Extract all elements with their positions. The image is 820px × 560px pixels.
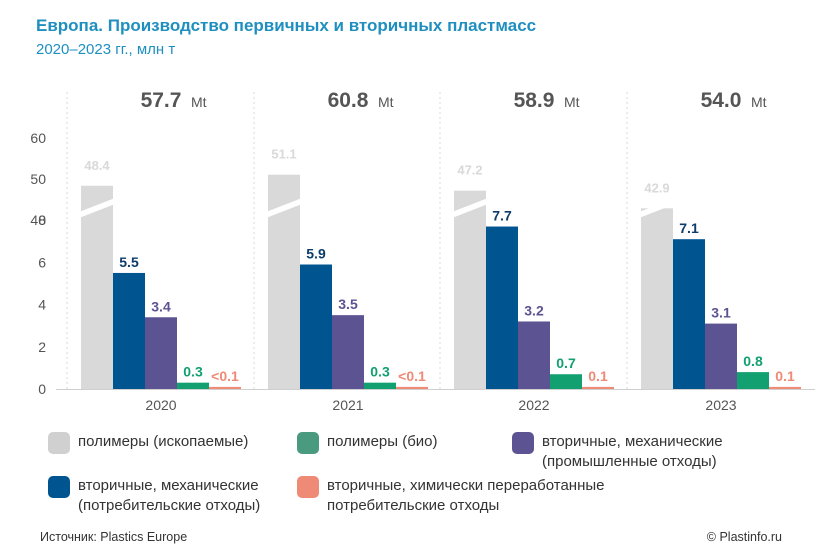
y-tick-label: 0 (38, 381, 46, 397)
data-label-fossil: 51.1 (271, 147, 296, 162)
total-label: 54.0 (701, 89, 742, 112)
total-label: 57.7 (141, 89, 182, 112)
axis-break-mark (639, 198, 675, 218)
data-label-pre-consumer: 3.4 (151, 298, 171, 314)
chart-subtitle: 2020–2023 гг., млн т (36, 41, 176, 58)
legend-swatch-post-consumer (48, 476, 70, 498)
x-tick-label: 2023 (705, 397, 736, 413)
x-tick-label: 2022 (518, 397, 549, 413)
legend-label-bio: полимеры (био) (327, 433, 438, 450)
legend-label-post-consumer: вторичные, механические (потребительские… (78, 477, 261, 514)
legend-item-pre-consumer: вторичные, механические (промышленные от… (512, 432, 723, 472)
y-tick-label: 8 (38, 212, 46, 228)
bar-chemical (582, 386, 614, 389)
data-label-bio: 0.3 (370, 364, 390, 380)
bar-pre-consumer (145, 317, 177, 389)
bar-chart: 0 2 4 6 840 50 60 48.4 5.5 3.4 0.3 <0.1 57.7 Mt 2020 51… (30, 89, 815, 413)
y-tick-label: 50 (30, 171, 46, 187)
total-label: 60.8 (328, 89, 369, 112)
legend: полимеры (ископаемые) полимеры (био) вто… (0, 428, 820, 524)
bar-pre-consumer (705, 323, 737, 389)
data-label-post-consumer: 7.7 (492, 208, 512, 224)
legend-swatch-fossil (48, 432, 70, 454)
y-tick-label: 2 (38, 339, 46, 355)
total-unit-label: Mt (564, 94, 580, 110)
bar-chemical (209, 386, 241, 389)
bar-chemical (396, 386, 428, 389)
bar-bio (550, 374, 582, 389)
data-label-fossil: 47.2 (457, 163, 482, 178)
data-label-chemical: 0.1 (775, 368, 795, 384)
bar-bio (177, 382, 209, 389)
legend-label-fossil: полимеры (ископаемые) (78, 433, 249, 450)
total-unit-label: Mt (191, 94, 207, 110)
data-label-chemical: <0.1 (211, 368, 239, 384)
legend-item-post-consumer: вторичные, механические (потребительские… (48, 476, 260, 516)
bar-post-consumer (673, 239, 705, 389)
bar-pre-consumer (332, 315, 364, 389)
bar-bio (364, 382, 396, 389)
legend-swatch-bio (297, 432, 319, 454)
legend-item-fossil: полимеры (ископаемые) (48, 432, 248, 454)
data-label-pre-consumer: 3.2 (524, 302, 544, 318)
x-tick-label: 2020 (145, 397, 176, 413)
axis-break-mark (452, 198, 488, 218)
data-label-post-consumer: 7.1 (679, 220, 699, 236)
bar-fossil (81, 185, 113, 389)
source-note: Источник: Plastics Europe (40, 530, 188, 544)
data-label-bio: 0.7 (556, 355, 576, 371)
legend-item-bio: полимеры (био) (297, 432, 438, 454)
axis-break-mark (79, 198, 115, 218)
data-label-bio: 0.8 (743, 353, 763, 369)
total-label: 58.9 (514, 89, 555, 112)
data-label-bio: 0.3 (183, 364, 203, 380)
axis-break-mark (266, 198, 302, 218)
y-tick-label: 60 (30, 130, 46, 146)
bar-pre-consumer (518, 321, 550, 389)
bar-chemical (769, 386, 801, 389)
y-tick-label: 6 (38, 254, 46, 270)
data-label-pre-consumer: 3.1 (711, 305, 731, 321)
legend-item-chemical: вторичные, химически переработанные потр… (297, 476, 604, 516)
legend-swatch-chemical (297, 476, 319, 498)
bar-fossil (641, 208, 673, 389)
data-label-pre-consumer: 3.5 (338, 296, 358, 312)
legend-swatch-pre-consumer (512, 432, 534, 454)
bar-fossil (454, 190, 486, 389)
total-unit-label: Mt (378, 94, 394, 110)
credit-note: © Plastinfo.ru (706, 530, 782, 544)
bar-post-consumer (300, 264, 332, 389)
x-tick-label: 2021 (332, 397, 363, 413)
data-label-fossil: 42.9 (644, 180, 669, 195)
bar-bio (737, 372, 769, 389)
data-label-post-consumer: 5.9 (306, 246, 326, 262)
data-label-chemical: 0.1 (588, 368, 608, 384)
data-label-fossil: 48.4 (84, 158, 110, 173)
chart-title: Европа. Производство первичных и вторичн… (36, 16, 537, 35)
y-tick-label: 40 (30, 212, 46, 228)
data-label-chemical: <0.1 (398, 368, 426, 384)
bar-post-consumer (486, 226, 518, 389)
data-label-post-consumer: 5.5 (119, 254, 139, 270)
legend-label-pre-consumer: вторичные, механические (промышленные от… (542, 433, 723, 470)
legend-label-chemical: вторичные, химически переработанные потр… (327, 477, 605, 514)
bar-post-consumer (113, 272, 145, 389)
total-unit-label: Mt (751, 94, 767, 110)
y-tick-label: 4 (38, 297, 46, 313)
